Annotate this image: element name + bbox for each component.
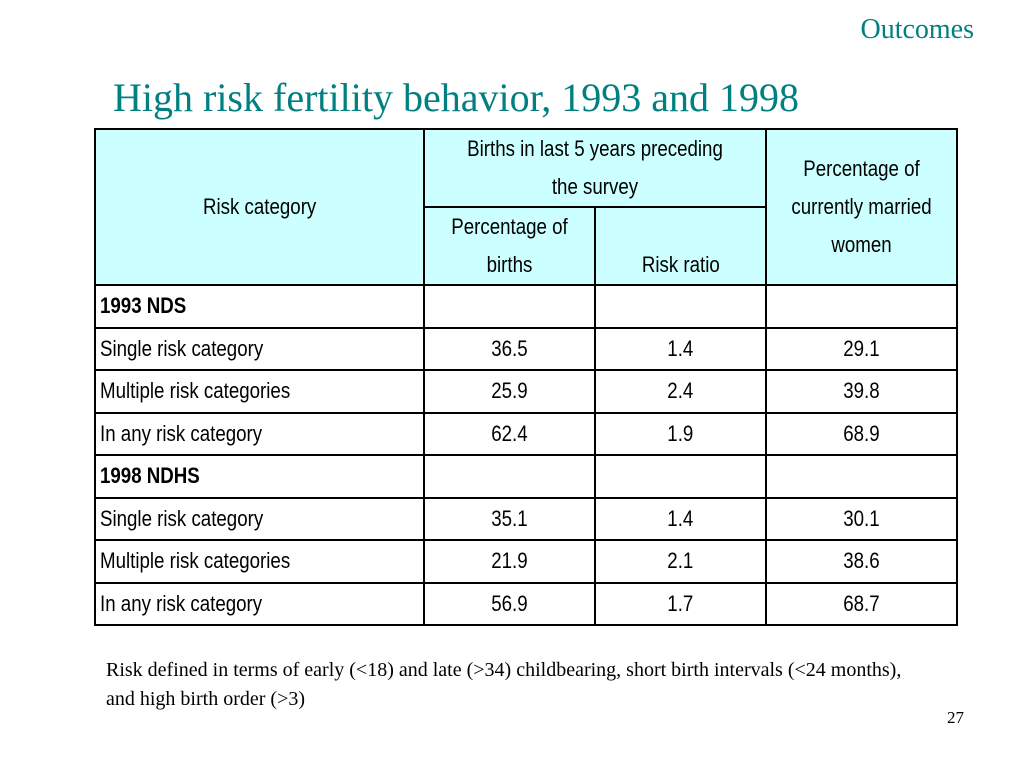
table-row: In any risk category 62.4 1.9 68.9 — [94, 411, 959, 456]
group-row-1998: 1998 NDHS — [94, 454, 959, 499]
footnote: Risk defined in terms of early (<18) and… — [106, 659, 902, 710]
page-number: 27 — [947, 708, 964, 727]
header-risk-category: Risk category — [94, 128, 425, 286]
row-risk-ratio: 2.1 — [593, 539, 768, 584]
row-category: Single risk category — [94, 326, 425, 371]
table-row: Multiple risk categories 25.9 2.4 39.8 — [94, 369, 959, 414]
row-pct-women: 38.6 — [765, 539, 959, 584]
risk-table: Risk category Births in last 5 years pre… — [94, 128, 959, 626]
group-name: 1993 NDS — [94, 284, 425, 329]
header-risk-ratio: Risk ratio — [593, 206, 768, 286]
row-pct-women: 29.1 — [765, 326, 959, 371]
table-row: Single risk category 36.5 1.4 29.1 — [94, 326, 959, 371]
row-pct-births: 21.9 — [423, 539, 596, 584]
section-label: Outcomes — [860, 14, 974, 45]
row-category: Single risk category — [94, 496, 425, 541]
row-risk-ratio: 1.9 — [593, 411, 768, 456]
header-births-group: Births in last 5 years preceding the sur… — [422, 128, 768, 208]
row-pct-births: 62.4 — [423, 411, 596, 456]
row-pct-women: 68.7 — [765, 581, 959, 626]
row-risk-ratio: 1.7 — [593, 581, 768, 626]
header-pct-women: Percentage of currently married women — [765, 128, 959, 286]
row-category: Multiple risk categories — [94, 539, 425, 584]
row-pct-women: 30.1 — [765, 496, 959, 541]
row-pct-births: 25.9 — [423, 369, 596, 414]
header-pct-births: Percentage of births — [423, 206, 596, 286]
group-row-1993: 1993 NDS — [94, 284, 959, 329]
row-pct-births: 35.1 — [423, 496, 596, 541]
group-name: 1998 NDHS — [94, 454, 425, 499]
row-risk-ratio: 1.4 — [593, 326, 768, 371]
row-category: Multiple risk categories — [94, 369, 425, 414]
row-risk-ratio: 2.4 — [593, 369, 768, 414]
table-row: Single risk category 35.1 1.4 30.1 — [94, 496, 959, 541]
row-pct-women: 68.9 — [765, 411, 959, 456]
row-pct-women: 39.8 — [765, 369, 959, 414]
table-row: In any risk category 56.9 1.7 68.7 — [94, 581, 959, 626]
row-pct-births: 56.9 — [423, 581, 596, 626]
row-category: In any risk category — [94, 581, 425, 626]
row-pct-births: 36.5 — [423, 326, 596, 371]
slide-title: High risk fertility behavior, 1993 and 1… — [113, 75, 800, 120]
table-row: Multiple risk categories 21.9 2.1 38.6 — [94, 539, 959, 584]
row-risk-ratio: 1.4 — [593, 496, 768, 541]
row-category: In any risk category — [94, 411, 425, 456]
